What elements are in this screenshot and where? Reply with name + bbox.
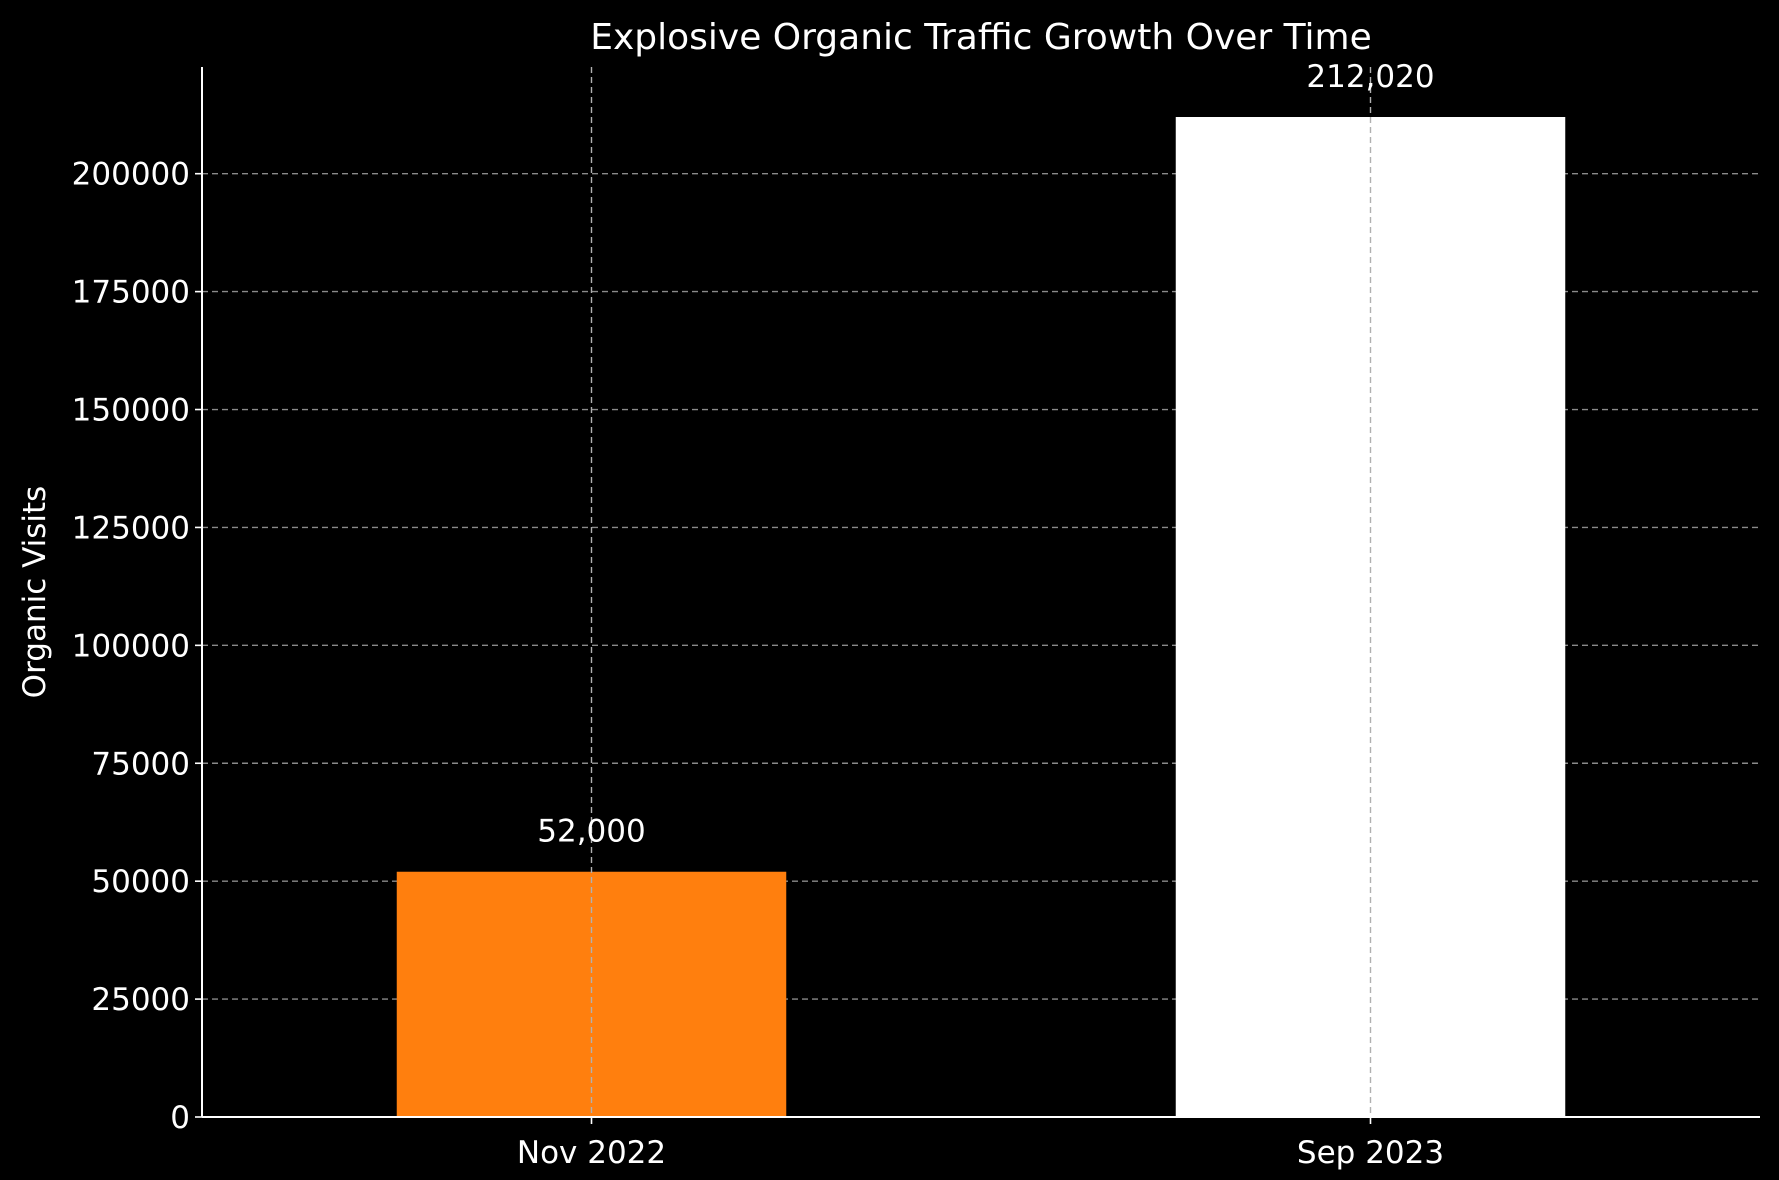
data-label: 212,020 xyxy=(1306,59,1434,95)
vertical-gridlines xyxy=(590,67,1372,1117)
y-tick-label: 150000 xyxy=(72,393,190,429)
y-tick-label: 175000 xyxy=(72,275,190,311)
data-labels: 52,000 212,020 xyxy=(537,59,1434,850)
y-tick-label: 125000 xyxy=(72,510,190,546)
y-tick-label: 25000 xyxy=(91,982,190,1018)
data-label: 52,000 xyxy=(537,814,645,850)
y-tick-label: 200000 xyxy=(72,157,190,193)
x-tick-label: Sep 2023 xyxy=(1297,1135,1444,1171)
tick-labels: 0 25000 50000 75000 100000 125000 150000 175000… xyxy=(72,157,1444,1171)
x-tick-label: Nov 2022 xyxy=(517,1135,666,1171)
y-axis-label: Organic Visits xyxy=(17,486,53,699)
axes xyxy=(195,67,1760,1124)
y-tick-label: 75000 xyxy=(91,746,190,782)
chart-title: Explosive Organic Traffic Growth Over Ti… xyxy=(590,17,1372,58)
y-tick-label: 50000 xyxy=(91,864,190,900)
y-tick-label: 0 xyxy=(170,1100,190,1136)
y-tick-label: 100000 xyxy=(72,628,190,664)
